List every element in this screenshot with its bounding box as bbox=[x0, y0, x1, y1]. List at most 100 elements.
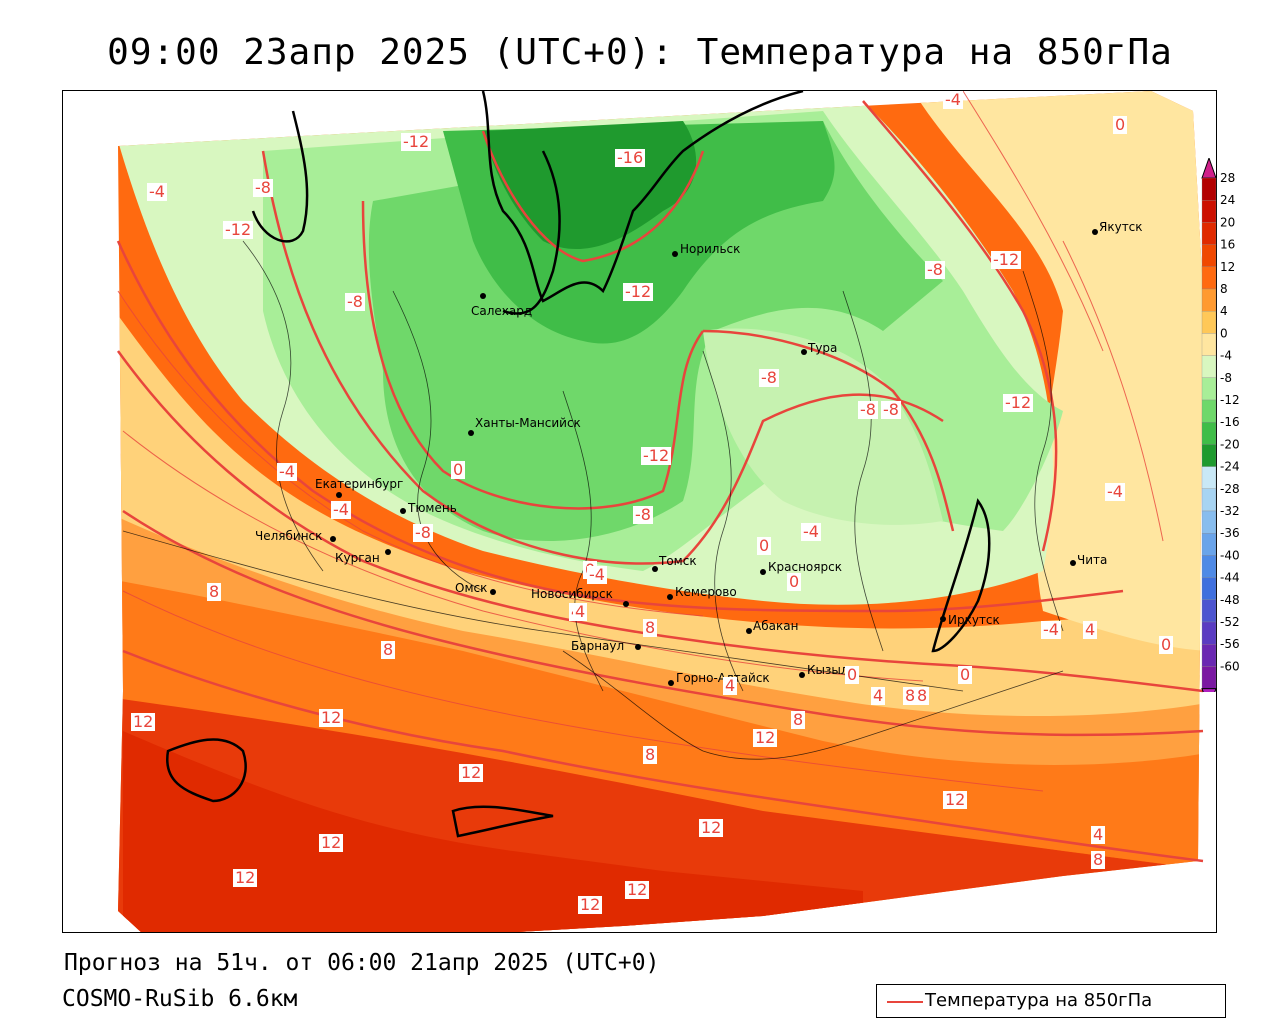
city-label-tura: Тура bbox=[808, 341, 838, 355]
colorbar-swatch bbox=[1201, 177, 1217, 201]
colorbar-swatch bbox=[1201, 333, 1217, 356]
colorbar-tick-label: -56 bbox=[1220, 637, 1240, 651]
city-label-salekhard: Салехард bbox=[471, 304, 533, 318]
colorbar-swatch bbox=[1201, 377, 1217, 401]
isotherm-label: 0 bbox=[1159, 635, 1174, 654]
colorbar-swatch bbox=[1201, 577, 1217, 600]
isotherm-label: -8 bbox=[413, 523, 433, 542]
colorbar-tick-label: -8 bbox=[1220, 371, 1232, 385]
isotherm-label: 4 bbox=[1091, 825, 1106, 844]
city-label-omsk: Омск bbox=[455, 581, 488, 595]
isotherm-label: -8 bbox=[253, 178, 273, 197]
colorbar-tick-label: -44 bbox=[1220, 571, 1240, 585]
isotherm-label: -12 bbox=[223, 220, 254, 239]
colorbar-tick-label: -48 bbox=[1220, 593, 1240, 607]
colorbar-swatch bbox=[1201, 599, 1217, 623]
city-label-chita: Чита bbox=[1077, 553, 1108, 567]
isotherm-label: 12 bbox=[319, 833, 344, 852]
colorbar-bottom-arrow bbox=[1201, 688, 1217, 711]
isotherm-label: 4 bbox=[723, 676, 738, 695]
isotherm-label: 4 bbox=[1083, 620, 1098, 639]
colorbar-swatch bbox=[1201, 311, 1217, 334]
isotherm-label: -4 bbox=[331, 500, 351, 519]
isotherm-label: 12 bbox=[131, 712, 156, 731]
colorbar-tick-label: 4 bbox=[1220, 304, 1228, 318]
colorbar-swatch bbox=[1201, 399, 1217, 423]
colorbar-tick-label: 0 bbox=[1220, 326, 1228, 340]
colorbar-tick-label: 28 bbox=[1220, 171, 1235, 185]
colorbar-swatch bbox=[1201, 266, 1217, 290]
isotherm-label: 0 bbox=[787, 572, 802, 591]
city-label-norilsk: Норильск bbox=[680, 242, 741, 256]
isotherm-label: -4 bbox=[147, 182, 167, 201]
isotherm-label: 0 bbox=[845, 665, 860, 684]
colorbar-tick-label: 12 bbox=[1220, 260, 1235, 274]
isotherm-label: 0 bbox=[451, 460, 466, 479]
model-info: COSMO-RuSib 6.6км bbox=[62, 986, 298, 1012]
isotherm-label: 8 bbox=[1091, 850, 1106, 869]
city-label-irkutsk: Иркутск bbox=[948, 613, 1000, 627]
colorbar-swatch bbox=[1201, 510, 1217, 534]
isotherm-label: 12 bbox=[233, 868, 258, 887]
isotherm-label: 8 bbox=[903, 686, 918, 705]
colorbar-swatch bbox=[1201, 621, 1217, 645]
city-label-kurgan: Курган bbox=[335, 551, 380, 565]
isotherm-label: 12 bbox=[699, 818, 724, 837]
colorbar-tick-label: 8 bbox=[1220, 282, 1228, 296]
colorbar-tick-label: -4 bbox=[1220, 349, 1232, 363]
isotherm-label: 12 bbox=[459, 763, 484, 782]
isotherm-label: -4 bbox=[801, 522, 821, 541]
minor-isotherms bbox=[117, 91, 1164, 792]
colorbar-swatch bbox=[1201, 444, 1217, 467]
city-label-khanty-mansiysk: Ханты-Мансийск bbox=[475, 416, 581, 430]
isotherm-label: -4 bbox=[587, 565, 607, 584]
isotherm-label: 12 bbox=[753, 728, 778, 747]
colorbar-tick-label: -52 bbox=[1220, 615, 1240, 629]
map-title: 09:00 23апр 2025 (UTC+0): Температура на… bbox=[107, 32, 1173, 73]
isotherm-label: 0 bbox=[958, 665, 973, 684]
legend-line-swatch bbox=[887, 1001, 923, 1003]
isotherm-label: 0 bbox=[1113, 115, 1128, 134]
colorbar-tick-label: -20 bbox=[1220, 437, 1240, 451]
isotherm-label: -4 bbox=[1105, 482, 1125, 501]
colorbar-tick-label: -60 bbox=[1220, 659, 1240, 673]
isotherm-label: -8 bbox=[925, 260, 945, 279]
isotherm-label: -12 bbox=[1003, 393, 1034, 412]
isotherm-label: -8 bbox=[759, 368, 779, 387]
colorbar-swatch bbox=[1201, 222, 1217, 245]
colorbar-swatch bbox=[1201, 355, 1217, 378]
isotherm-label: 0 bbox=[757, 536, 772, 555]
isotherm-label: -4 bbox=[277, 462, 297, 481]
city-label-novosibirsk: Новосибирск bbox=[531, 587, 613, 601]
colorbar-swatch bbox=[1201, 644, 1217, 667]
city-label-krasnoyarsk: Красноярск bbox=[768, 560, 842, 574]
isotherm-label: 4 bbox=[573, 602, 588, 621]
city-label-abakan: Абакан bbox=[753, 619, 799, 633]
isotherm-label: -8 bbox=[345, 292, 365, 311]
isotherm-label: -4 bbox=[943, 90, 963, 109]
colorbar-top-arrow bbox=[1201, 156, 1217, 179]
isotherm-label: 12 bbox=[943, 790, 968, 809]
city-label-ekaterinburg: Екатеринбург bbox=[315, 477, 404, 491]
isotherm-label: 4 bbox=[871, 686, 886, 705]
colorbar-tick-label: -12 bbox=[1220, 393, 1240, 407]
colorbar-swatch bbox=[1201, 555, 1217, 578]
legend-label: Температура на 850гПа bbox=[925, 990, 1153, 1011]
isotherm-label: -8 bbox=[881, 400, 901, 419]
borders bbox=[122, 240, 1064, 760]
colorbar-scale: 28 24 20 16 12 8 4 0 -4 -8 -12 -16 -20 -24 -28 -32 -36 -4… bbox=[1201, 156, 1240, 711]
city-label-gorno-altaysk: Горно-Алтайск bbox=[676, 671, 770, 685]
isotherm-label: -12 bbox=[401, 132, 432, 151]
isotherm-label: -12 bbox=[991, 250, 1022, 269]
forecast-info: Прогноз на 51ч. от 06:00 21апр 2025 (UTC… bbox=[64, 950, 660, 976]
coastlines bbox=[165, 91, 991, 838]
colorbar-swatch bbox=[1201, 666, 1217, 689]
isotherm-label: 8 bbox=[915, 686, 930, 705]
isotherm-label: 8 bbox=[791, 710, 806, 729]
map-area: Якутск Норильск Салехард Тура Ханты-Манс… bbox=[62, 90, 1217, 933]
isotherm-label: -16 bbox=[615, 148, 646, 167]
city-label-tomsk: Томск bbox=[659, 554, 697, 568]
temperature-field bbox=[118, 91, 1203, 932]
colorbar: 28 24 20 16 12 8 4 0 -4 -8 -12 -16 -20 -24 -28 -32 -36 -4… bbox=[1200, 156, 1280, 711]
isotherm-label: 8 bbox=[643, 618, 658, 637]
